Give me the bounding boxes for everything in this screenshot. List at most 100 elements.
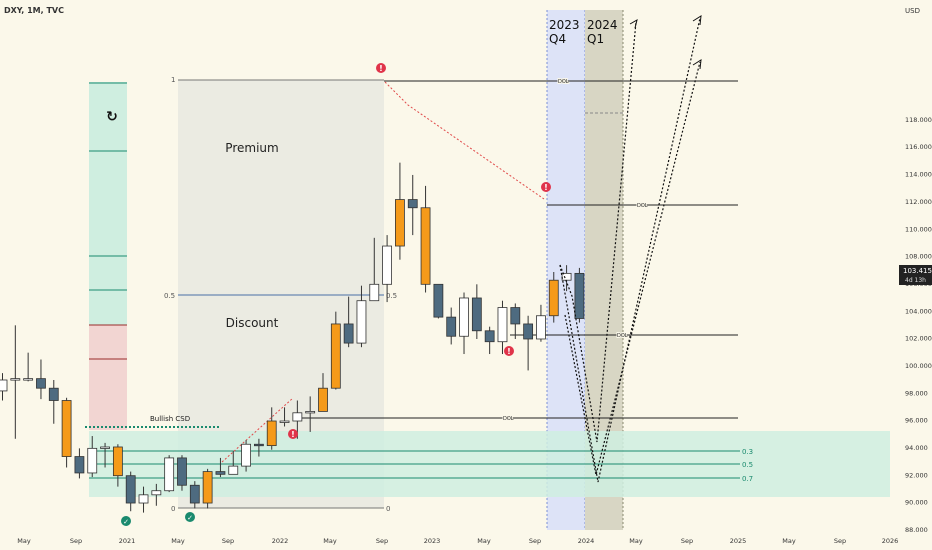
candle: [574, 267, 585, 323]
y-tick-label: 116.000: [905, 143, 932, 151]
y-tick-label: 92.000: [905, 471, 928, 479]
x-tick-label: May: [782, 537, 796, 545]
dol-label-1: DOL: [558, 79, 569, 85]
candle: [0, 373, 8, 401]
candle: [369, 237, 380, 302]
candle: [433, 283, 444, 319]
check-icon: ✓: [185, 512, 195, 522]
x-tick-label: Sep: [529, 537, 541, 545]
candle: [484, 326, 495, 355]
candle: [112, 444, 123, 487]
dol-label-4: DOL: [503, 416, 514, 422]
x-tick-label: 2024: [578, 537, 595, 545]
candle: [87, 436, 98, 478]
x-tick-label: Sep: [834, 537, 846, 545]
x-tick-label: May: [477, 537, 491, 545]
svg-text:✓: ✓: [187, 514, 193, 522]
candle: [125, 471, 136, 512]
candle: [305, 396, 316, 432]
candles: [0, 162, 585, 513]
x-tick-label: 2026: [882, 537, 899, 545]
svg-text:!: !: [291, 430, 295, 439]
candle: [23, 352, 34, 382]
x-tick-label: 2023: [424, 537, 441, 545]
refresh-icon: ↻: [106, 109, 118, 125]
candle: [164, 455, 175, 493]
y-tick-label: 100.000: [905, 362, 932, 370]
candle: [548, 272, 559, 323]
level-half-label-right: 0.5: [386, 292, 397, 300]
candle: [228, 451, 239, 475]
svg-text:!: !: [507, 347, 511, 356]
check-icon: ✓: [121, 516, 131, 526]
current-price: 103.415: [903, 267, 932, 275]
candle: [407, 174, 418, 236]
x-tick-label: Sep: [681, 537, 693, 545]
candle: [48, 379, 59, 424]
y-tick-label: 108.000: [905, 253, 932, 261]
candle: [138, 486, 149, 513]
x-tick-label: Sep: [376, 537, 388, 545]
bullish-csd-label: Bullish CSD: [150, 415, 190, 423]
current-price-tag: [899, 265, 932, 285]
exclamation-icon: !: [541, 182, 551, 192]
symbol-label: DXY, 1M, TVC: [4, 6, 64, 15]
ob-levels: [89, 82, 127, 360]
candle: [343, 296, 354, 348]
candle: [459, 292, 469, 355]
check-markers: ✓ ✓: [121, 512, 195, 526]
candle: [395, 162, 405, 260]
candle: [330, 311, 341, 390]
level-zero-label-left: 0: [171, 505, 175, 513]
y-tick-label: 96.000: [905, 417, 928, 425]
svg-text:✓: ✓: [123, 518, 129, 526]
candle: [151, 483, 162, 506]
candle: [446, 307, 457, 345]
q1-label: Q1: [587, 32, 604, 46]
x-tick-label: May: [629, 537, 643, 545]
fib-lines: [89, 450, 740, 479]
exclamation-icon: !: [288, 429, 298, 439]
candle: [497, 300, 508, 355]
candle: [356, 285, 367, 348]
y-tick-label: 110.000: [905, 225, 932, 233]
svg-text:!: !: [379, 64, 383, 73]
q4-year: 2023: [549, 18, 580, 32]
candle: [215, 457, 226, 478]
dol-label-2: DOL: [637, 203, 648, 209]
candle: [523, 315, 534, 371]
candle: [10, 325, 21, 439]
y-tick-label: 114.000: [905, 171, 932, 179]
candle: [241, 440, 251, 472]
exclamation-icon: !: [376, 63, 386, 73]
y-tick-label: 118.000: [905, 116, 932, 124]
currency-label: USD: [905, 7, 920, 15]
y-tick-label: 88.000: [905, 526, 928, 534]
candle: [318, 373, 328, 412]
x-tick-label: May: [171, 537, 185, 545]
y-tick-label: 94.000: [905, 444, 928, 452]
candle: [561, 265, 572, 292]
x-tick-label: Sep: [70, 537, 82, 545]
x-tick-label: Sep: [222, 537, 234, 545]
fib-label-05: 0.5: [742, 461, 753, 469]
candle: [74, 448, 85, 479]
y-tick-label: 102.000: [905, 335, 932, 343]
candle: [279, 407, 290, 427]
premium-label: Premium: [225, 141, 278, 155]
candle: [36, 359, 46, 400]
svg-text:!: !: [544, 183, 548, 192]
x-tick-label: 2025: [730, 537, 747, 545]
y-tick-label: 112.000: [905, 198, 932, 206]
candle: [61, 397, 72, 468]
discount-label: Discount: [226, 316, 279, 330]
dol-label-3: DOL: [617, 333, 628, 339]
x-axis-ticks: May Sep 2021 May Sep 2022 May Sep 2023 May Sep 2024…: [17, 537, 898, 545]
candle: [471, 284, 482, 339]
q1-year: 2024: [587, 18, 618, 32]
x-tick-label: 2021: [119, 537, 136, 545]
candle: [536, 304, 546, 342]
dol-lines: [293, 80, 738, 419]
y-tick-label: 98.000: [905, 389, 928, 397]
